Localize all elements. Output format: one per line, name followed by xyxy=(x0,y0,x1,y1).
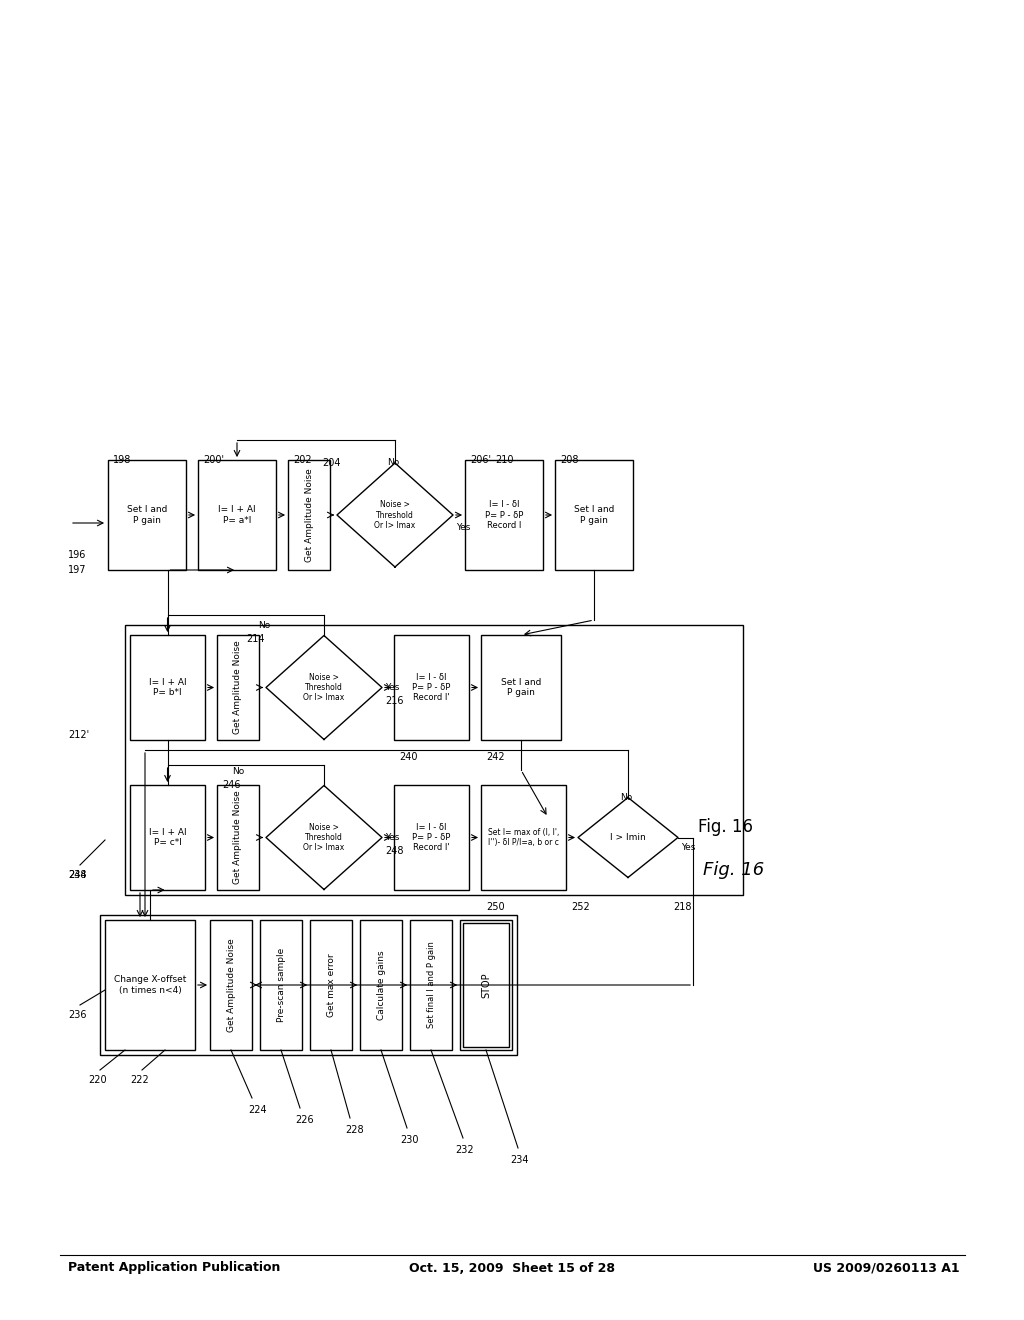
Text: 232: 232 xyxy=(455,1144,474,1155)
Polygon shape xyxy=(266,785,382,890)
Text: 198: 198 xyxy=(113,455,131,465)
Text: Fig. 16: Fig. 16 xyxy=(703,861,764,879)
Bar xyxy=(100,915,517,1055)
Text: I= I - δI
P= P - δP
Record I': I= I - δI P= P - δP Record I' xyxy=(413,673,451,702)
Polygon shape xyxy=(578,797,678,878)
Bar xyxy=(555,459,633,570)
Bar xyxy=(288,459,330,570)
Text: Get max error: Get max error xyxy=(327,953,336,1016)
Text: 212': 212' xyxy=(68,730,89,741)
Text: 250: 250 xyxy=(486,902,505,912)
Text: Calculate gains: Calculate gains xyxy=(377,950,385,1020)
Text: No: No xyxy=(620,792,632,801)
Text: Patent Application Publication: Patent Application Publication xyxy=(68,1262,281,1275)
Text: No: No xyxy=(258,622,270,631)
Bar xyxy=(460,920,512,1049)
Text: No: No xyxy=(387,458,399,467)
Text: Yes: Yes xyxy=(385,682,399,692)
Text: 230: 230 xyxy=(400,1135,419,1144)
Text: 236: 236 xyxy=(68,1010,86,1020)
Text: Get Amplitude Noise: Get Amplitude Noise xyxy=(233,640,243,734)
Text: 220: 220 xyxy=(88,1074,106,1085)
Bar xyxy=(463,923,509,1047)
Polygon shape xyxy=(266,635,382,739)
Text: Set I and
P gain: Set I and P gain xyxy=(501,677,542,697)
Text: I= I - δI
P= P - δP
Record I': I= I - δI P= P - δP Record I' xyxy=(413,822,451,853)
Text: I= I + AI
P= c*I: I= I + AI P= c*I xyxy=(148,828,186,847)
Text: 218: 218 xyxy=(673,902,691,912)
Text: I= I - δI
P= P - δP
Record I: I= I - δI P= P - δP Record I xyxy=(484,500,523,529)
Polygon shape xyxy=(337,463,453,568)
Text: Change X-offset
(n times n<4): Change X-offset (n times n<4) xyxy=(114,975,186,995)
Text: Noise >
Threshold
Or I> Imax: Noise > Threshold Or I> Imax xyxy=(303,822,345,853)
Bar xyxy=(125,624,743,895)
Bar xyxy=(360,920,402,1049)
Text: Yes: Yes xyxy=(456,523,470,532)
Text: Yes: Yes xyxy=(681,843,695,853)
Text: Get Amplitude Noise: Get Amplitude Noise xyxy=(233,791,243,884)
Bar xyxy=(310,920,352,1049)
Text: Oct. 15, 2009  Sheet 15 of 28: Oct. 15, 2009 Sheet 15 of 28 xyxy=(409,1262,615,1275)
Text: 252: 252 xyxy=(571,902,590,912)
Bar xyxy=(481,785,566,890)
Text: 222: 222 xyxy=(130,1074,148,1085)
Text: 238: 238 xyxy=(68,870,86,880)
Text: 200': 200' xyxy=(203,455,224,465)
Text: No: No xyxy=(232,767,245,776)
Text: 246: 246 xyxy=(222,780,241,789)
Bar xyxy=(108,459,186,570)
Text: Set I and
P gain: Set I and P gain xyxy=(573,506,614,525)
Text: 197: 197 xyxy=(68,565,86,576)
Bar xyxy=(130,785,205,890)
Bar xyxy=(105,920,195,1049)
Text: 206': 206' xyxy=(470,455,490,465)
Text: Set I= max of (I, I',
I'')- δI P/I=a, b or c: Set I= max of (I, I', I'')- δI P/I=a, b … xyxy=(487,828,559,847)
Text: I > Imin: I > Imin xyxy=(610,833,646,842)
Text: Set I and
P gain: Set I and P gain xyxy=(127,506,167,525)
Bar xyxy=(410,920,452,1049)
Text: 242: 242 xyxy=(486,752,505,762)
Text: 214: 214 xyxy=(246,634,264,644)
Bar xyxy=(394,635,469,741)
Text: Set final I and P gain: Set final I and P gain xyxy=(427,941,435,1028)
Text: I= I + AI
P= a*I: I= I + AI P= a*I xyxy=(218,506,256,525)
Text: 224: 224 xyxy=(248,1105,266,1115)
Text: Noise >
Threshold
Or I> Imax: Noise > Threshold Or I> Imax xyxy=(303,673,345,702)
Text: 226: 226 xyxy=(295,1115,313,1125)
Bar xyxy=(394,785,469,890)
Text: 216: 216 xyxy=(385,696,403,705)
Text: 202: 202 xyxy=(293,455,311,465)
Text: 208: 208 xyxy=(560,455,579,465)
Bar xyxy=(481,635,561,741)
Text: 244: 244 xyxy=(68,870,86,880)
Text: Noise >
Threshold
Or I> Imax: Noise > Threshold Or I> Imax xyxy=(375,500,416,529)
Text: Yes: Yes xyxy=(385,833,399,842)
Text: 228: 228 xyxy=(345,1125,364,1135)
Text: Pre-scan sample: Pre-scan sample xyxy=(276,948,286,1022)
Text: 196: 196 xyxy=(68,550,86,560)
Bar xyxy=(217,635,259,741)
Bar xyxy=(198,459,276,570)
Text: STOP: STOP xyxy=(481,973,490,998)
Text: US 2009/0260113 A1: US 2009/0260113 A1 xyxy=(813,1262,961,1275)
Text: 234: 234 xyxy=(510,1155,528,1166)
Text: Get Amplitude Noise: Get Amplitude Noise xyxy=(226,939,236,1032)
Text: Get Amplitude Noise: Get Amplitude Noise xyxy=(304,469,313,562)
Bar xyxy=(130,635,205,741)
Text: 240: 240 xyxy=(399,752,418,762)
Text: Fig. 16: Fig. 16 xyxy=(698,818,753,837)
Bar xyxy=(260,920,302,1049)
Text: I= I + AI
P= b*I: I= I + AI P= b*I xyxy=(148,677,186,697)
Bar xyxy=(217,785,259,890)
Text: 204: 204 xyxy=(322,458,341,469)
Text: 210: 210 xyxy=(495,455,513,465)
Text: 248: 248 xyxy=(385,846,403,855)
Bar xyxy=(210,920,252,1049)
Bar xyxy=(465,459,543,570)
